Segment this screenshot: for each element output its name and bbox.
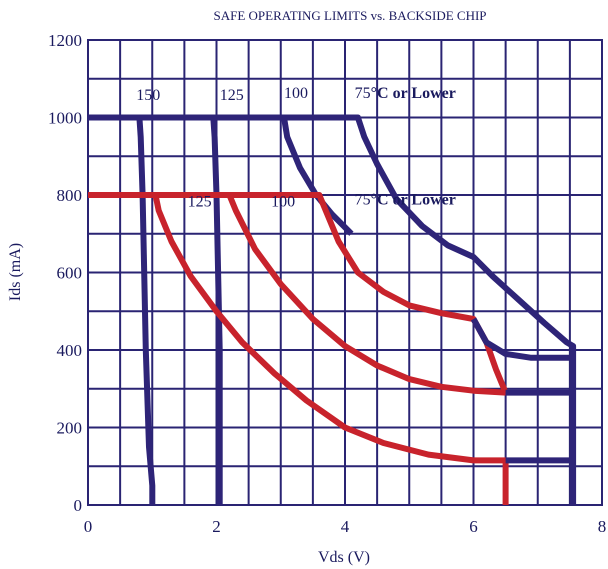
y-tick-label: 1200 — [48, 31, 82, 50]
curve-label-1: 125 — [220, 87, 244, 104]
y-tick-label: 600 — [57, 264, 83, 283]
plot-frame — [87, 39, 603, 506]
series-line-0 — [88, 114, 156, 505]
curve-label-4: 125 — [188, 194, 212, 211]
series-group — [88, 114, 577, 505]
x-tick-label: 2 — [212, 517, 221, 536]
y-tick-label: 800 — [57, 186, 83, 205]
chart-title: SAFE OPERATING LIMITS vs. BACKSIDE CHIP — [213, 8, 486, 23]
x-tick-label: 4 — [341, 517, 350, 536]
tick-labels: 0 2 4 6 8 0 200 400 600 800 1000 1200 — [48, 31, 606, 536]
series-line-7 — [470, 317, 574, 361]
curve-label-2: 100 — [284, 85, 308, 102]
curve-label-0: 150 — [136, 87, 160, 104]
y-tick-label: 1000 — [48, 109, 82, 128]
series-line-6 — [229, 192, 509, 394]
y-tick-label: 0 — [74, 496, 83, 515]
grid — [87, 39, 603, 506]
y-tick-label: 400 — [57, 341, 83, 360]
curve-label-6: 75°C or Lower — [355, 192, 456, 209]
x-axis-title: Vds (V) — [318, 549, 370, 566]
curve-labels: 150 125 100 75°C or Lower 125 100 75°C or Lowe… — [136, 85, 456, 211]
series-line-1 — [139, 114, 223, 505]
curve-label-5: 100 — [271, 194, 295, 211]
y-tick-label: 200 — [57, 419, 83, 438]
series-line-4 — [88, 192, 509, 505]
y-axis-title: Ids (mA) — [7, 243, 24, 301]
x-tick-label: 0 — [84, 517, 93, 536]
series-line-5 — [155, 192, 506, 396]
x-tick-label: 6 — [469, 517, 478, 536]
series-line-3 — [284, 114, 577, 505]
x-tick-label: 8 — [598, 517, 607, 536]
curve-label-3: 75°C or Lower — [355, 85, 456, 102]
